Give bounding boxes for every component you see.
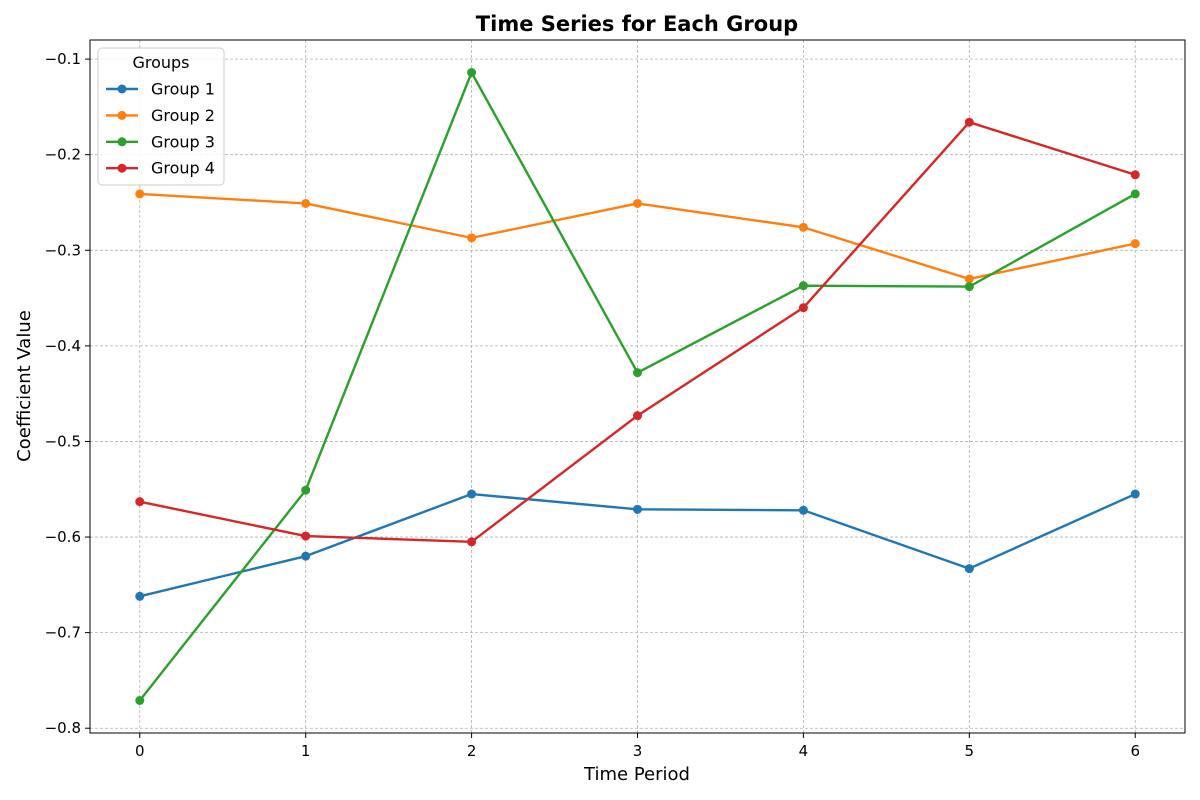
series-4-point — [467, 537, 477, 547]
y-tick-label: −0.6 — [45, 528, 81, 546]
chart-title: Time Series for Each Group — [476, 12, 798, 36]
series-3 — [135, 67, 1140, 706]
y-tick-label: −0.8 — [45, 719, 81, 737]
legend-item-4: Group 4 — [106, 159, 215, 178]
legend-swatch-marker — [117, 163, 127, 173]
series-3-point — [301, 485, 311, 495]
series-4 — [135, 117, 1140, 547]
series-1 — [135, 489, 1140, 601]
series-4-point — [964, 117, 974, 127]
y-tick-label: −0.7 — [45, 624, 81, 642]
series-2-point — [633, 198, 642, 208]
series-1-point — [135, 591, 145, 601]
series-1-point — [964, 564, 974, 574]
y-tick-label: −0.2 — [45, 146, 81, 164]
x-axis-ticks: 0 1 2 3 4 5 6 — [135, 733, 1140, 760]
series-2-point — [798, 222, 808, 232]
x-tick-label: 3 — [633, 742, 643, 760]
y-tick-label: −0.1 — [45, 50, 81, 68]
series-3-point — [798, 281, 808, 291]
series-1-point — [467, 489, 477, 499]
series-2-point — [467, 233, 477, 243]
legend-label: Group 2 — [151, 106, 215, 125]
x-tick-label: 6 — [1130, 742, 1140, 760]
y-axis-label: Coefficient Value — [14, 310, 35, 462]
x-tick-label: 4 — [799, 742, 809, 760]
legend: Groups Group 1 Group 2 Group 3 Group 4 — [97, 47, 225, 186]
series-3-point — [633, 368, 642, 378]
x-tick-label: 2 — [467, 742, 477, 760]
series-1-point — [1130, 489, 1140, 499]
series-1-point — [301, 551, 311, 561]
series-4-point — [301, 531, 311, 541]
series-2-point — [301, 198, 311, 208]
series-2 — [135, 189, 1140, 284]
legend-title: Groups — [132, 53, 189, 72]
series-2-point — [964, 274, 974, 284]
series-3-point — [135, 696, 145, 706]
series-4-point — [135, 497, 145, 507]
legend-label: Group 3 — [151, 132, 215, 151]
x-tick-label: 1 — [301, 742, 311, 760]
series-2-point — [1130, 239, 1140, 249]
y-axis-ticks: −0.8 −0.7 −0.6 −0.5 −0.4 −0.3 −0.2 −0.1 — [45, 50, 90, 737]
grid-lines — [90, 40, 1185, 733]
legend-label: Group 4 — [151, 159, 215, 178]
series-2-point — [135, 189, 145, 199]
series-layer — [135, 67, 1140, 706]
legend-label: Group 1 — [151, 80, 215, 99]
series-3-point — [1130, 189, 1140, 199]
legend-item-2: Group 2 — [106, 106, 215, 125]
series-1-point — [633, 504, 642, 514]
x-tick-label: 5 — [965, 742, 975, 760]
y-tick-label: −0.5 — [45, 432, 81, 450]
legend-items: Group 1 Group 2 Group 3 Group 4 — [106, 80, 215, 178]
series-1-point — [798, 505, 808, 515]
x-axis-label: Time Period — [583, 764, 690, 785]
legend-swatch-marker — [117, 110, 127, 120]
x-tick-label: 0 — [135, 742, 145, 760]
legend-box — [97, 47, 225, 186]
y-tick-label: −0.3 — [45, 241, 81, 259]
legend-item-3: Group 3 — [106, 132, 215, 151]
series-3-point — [467, 67, 477, 77]
series-3-point — [964, 282, 974, 292]
series-4-point — [1130, 170, 1140, 180]
legend-item-1: Group 1 — [106, 80, 215, 99]
series-4-point — [798, 303, 808, 313]
legend-swatch-marker — [117, 84, 127, 94]
series-4-point — [633, 411, 642, 421]
y-tick-label: −0.4 — [45, 337, 81, 355]
legend-swatch-marker — [117, 137, 127, 147]
